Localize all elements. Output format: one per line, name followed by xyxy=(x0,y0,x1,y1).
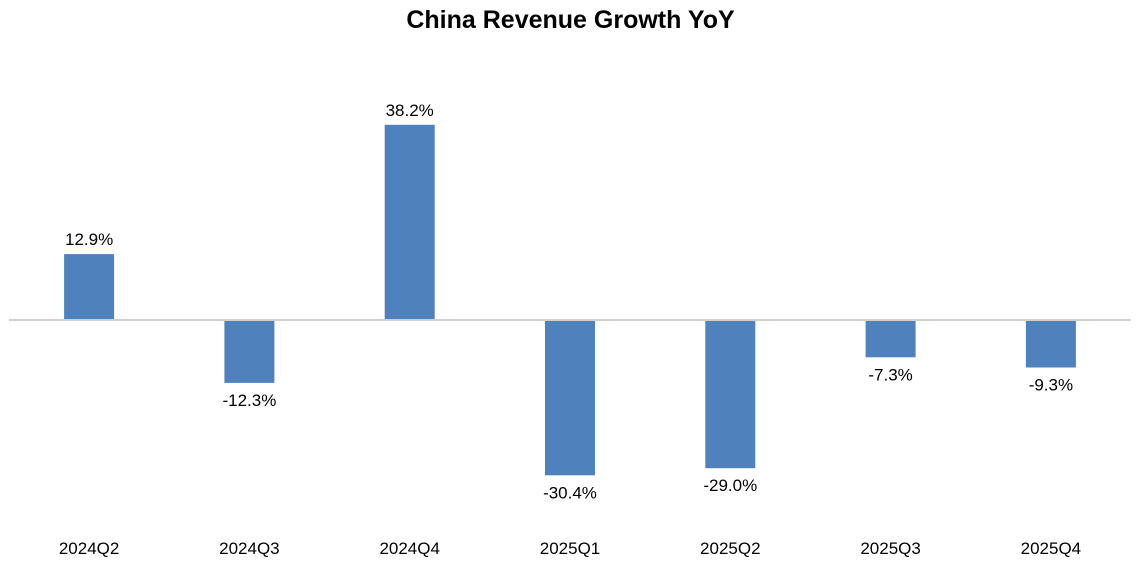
data-label-2025Q2: -29.0% xyxy=(703,476,757,495)
chart-title: China Revenue Growth YoY xyxy=(406,6,735,34)
data-label-2024Q3: -12.3% xyxy=(222,391,276,410)
x-tick-label-2024Q2: 2024Q2 xyxy=(59,539,120,558)
data-label-2025Q1: -30.4% xyxy=(543,483,597,502)
bar-2024Q4 xyxy=(384,124,435,320)
data-label-2024Q2: 12.9% xyxy=(65,230,113,249)
data-label-2025Q3: -7.3% xyxy=(868,365,912,384)
x-tick-label-2025Q1: 2025Q1 xyxy=(540,539,601,558)
x-tick-label-2024Q3: 2024Q3 xyxy=(219,539,280,558)
bar-2025Q1 xyxy=(545,320,595,476)
bar-2024Q2 xyxy=(64,254,115,320)
bar-2025Q3 xyxy=(865,320,916,358)
x-tick-label-2025Q3: 2025Q3 xyxy=(860,539,921,558)
bar-2025Q4 xyxy=(1025,320,1076,368)
x-tick-label-2025Q4: 2025Q4 xyxy=(1021,539,1082,558)
bar-2025Q2 xyxy=(705,320,756,469)
data-label-2025Q4: -9.3% xyxy=(1029,376,1073,395)
x-tick-label-2024Q4: 2024Q4 xyxy=(379,539,440,558)
data-label-2024Q4: 38.2% xyxy=(386,101,434,120)
bar-2024Q3 xyxy=(224,320,275,383)
x-tick-label-2025Q2: 2025Q2 xyxy=(700,539,761,558)
